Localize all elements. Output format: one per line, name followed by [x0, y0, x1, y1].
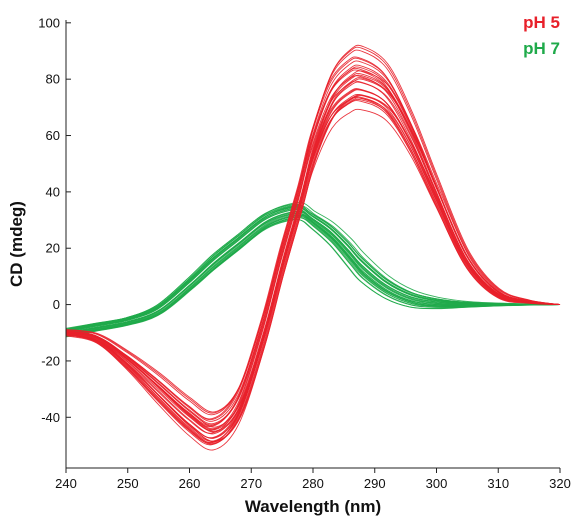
- y-tick-label: 100: [38, 15, 60, 30]
- series-ph5: [65, 44, 561, 451]
- x-tick-label: 280: [302, 476, 324, 491]
- legend-label-ph5: pH 5: [523, 13, 560, 32]
- x-tick-label: 260: [179, 476, 201, 491]
- series-trace: [65, 203, 561, 330]
- series-ph7: [65, 202, 561, 338]
- y-tick-label: 80: [46, 72, 60, 87]
- series-trace: [65, 80, 561, 434]
- x-tick-label: 310: [487, 476, 509, 491]
- series-layer: [65, 44, 561, 451]
- y-tick-label: 20: [46, 241, 60, 256]
- y-tick-label: 60: [46, 128, 60, 143]
- axes-layer: [65, 20, 560, 469]
- y-tick-label: 0: [53, 297, 60, 312]
- series-trace: [65, 212, 561, 335]
- x-tick-label: 250: [117, 476, 139, 491]
- legend-label-ph7: pH 7: [523, 39, 560, 58]
- x-tick-label: 300: [426, 476, 448, 491]
- x-axis-label: Wavelength (nm): [245, 497, 381, 516]
- y-axis-label: CD (mdeg): [7, 201, 26, 287]
- series-trace: [65, 56, 561, 420]
- y-tick-label: 40: [46, 184, 60, 199]
- x-tick-label: 270: [240, 476, 262, 491]
- x-tick-label: 290: [364, 476, 386, 491]
- series-trace: [65, 88, 561, 439]
- ticks-layer: 240 250 260 270 280 290 300 310 320 -40 -20 0 20 40 60…: [38, 15, 571, 491]
- y-tick-label: -40: [41, 410, 60, 425]
- x-tick-label: 240: [55, 476, 77, 491]
- x-tick-label: 320: [549, 476, 571, 491]
- series-trace: [65, 57, 561, 421]
- series-trace: [65, 209, 561, 333]
- series-trace: [65, 44, 561, 413]
- y-tick-label: -20: [41, 353, 60, 368]
- series-trace: [65, 202, 561, 329]
- series-trace: [65, 206, 561, 331]
